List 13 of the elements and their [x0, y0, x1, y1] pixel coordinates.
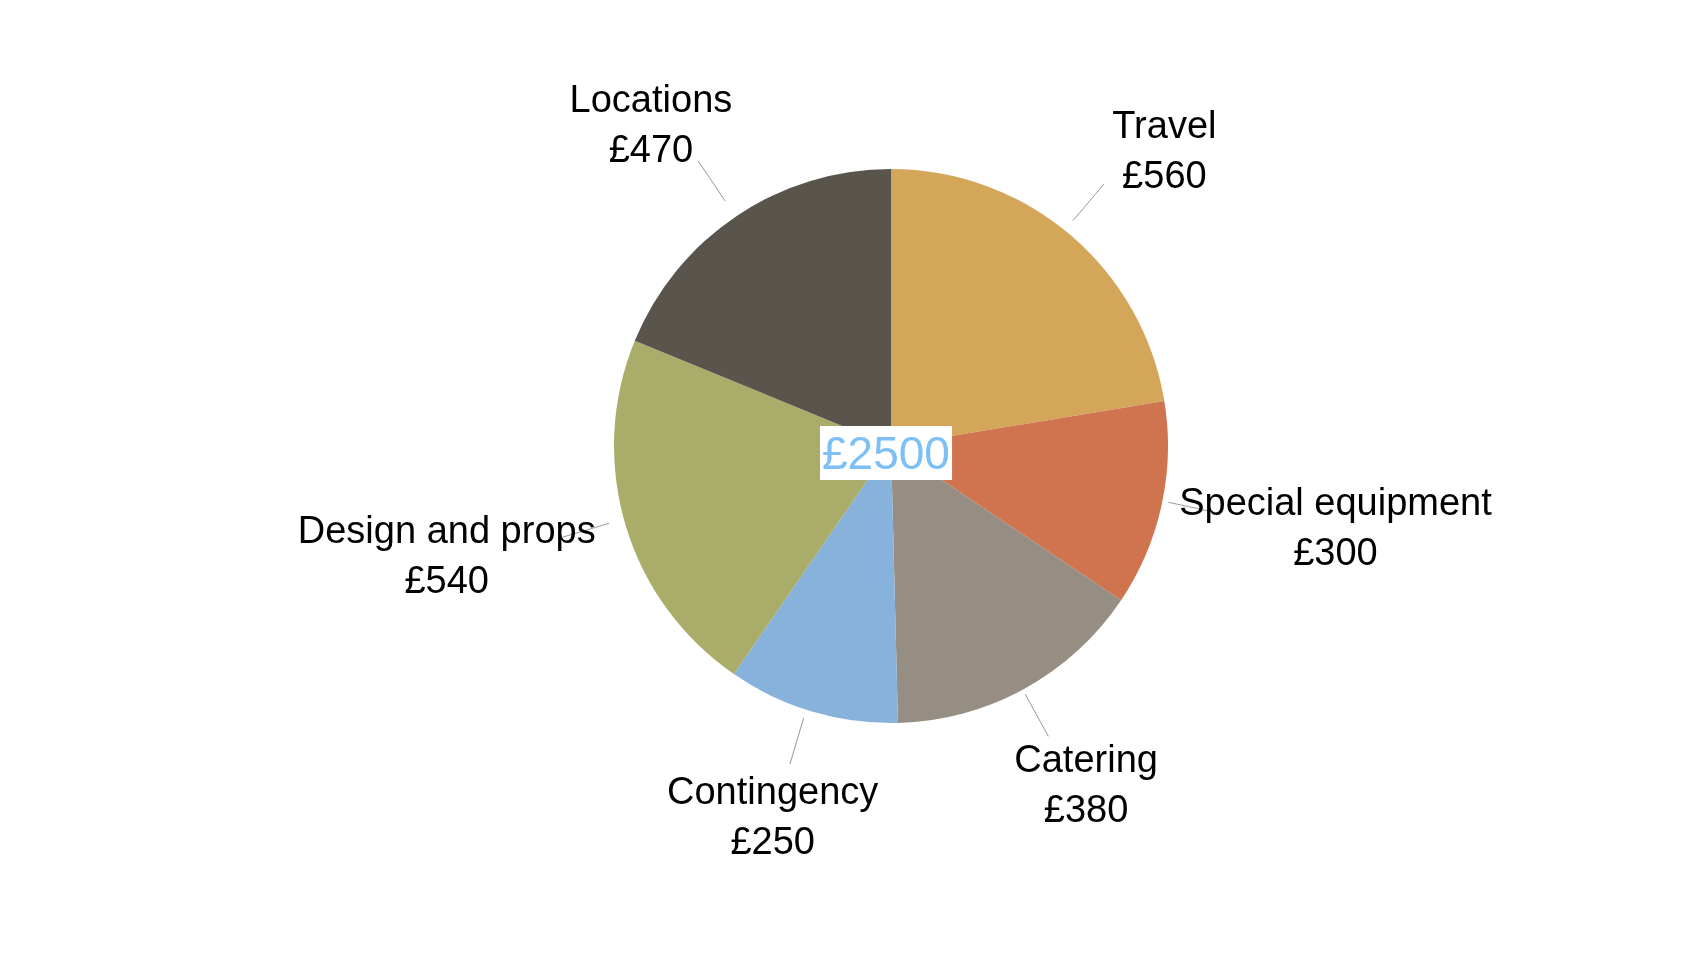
slice-label: Contingency: [667, 769, 879, 812]
data-label: £250: [730, 819, 815, 862]
data-label: £470: [608, 127, 694, 170]
slice-label: Catering: [1014, 738, 1158, 781]
slice-label: Design and props: [297, 509, 596, 552]
data-label: £540: [404, 559, 490, 602]
slice-label: Special equipment: [1179, 481, 1493, 524]
slice-label: Travel: [1112, 103, 1217, 146]
text: £2500: [820, 426, 952, 480]
data-label: £560: [1122, 153, 1207, 196]
data-label: £380: [1043, 788, 1129, 831]
slice-label: Locations: [569, 77, 733, 120]
data-label: £300: [1293, 531, 1378, 574]
